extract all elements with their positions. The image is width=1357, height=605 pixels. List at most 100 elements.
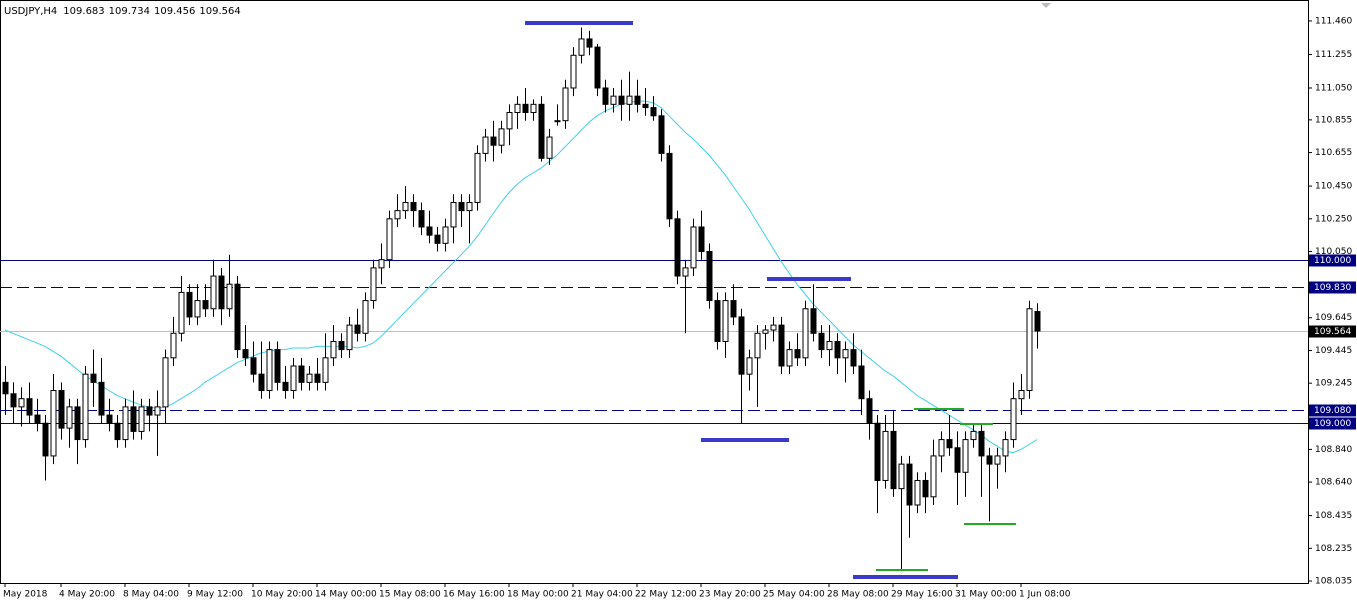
x-tick-label: 22 May 12:00 [635, 590, 697, 600]
candle-body [66, 406, 73, 429]
candle-body [978, 430, 985, 457]
candle-body [882, 430, 889, 481]
candle-body [98, 381, 105, 416]
candle-body [114, 422, 121, 441]
x-tick-label: 28 May 08:00 [827, 590, 889, 600]
candle-body [258, 373, 265, 392]
candle-body [82, 373, 89, 441]
candle-body [234, 283, 241, 351]
candle-body [850, 349, 857, 367]
candle-body [378, 259, 385, 269]
candle-body [522, 103, 529, 114]
candle-body [306, 373, 313, 383]
candle-body [802, 308, 809, 359]
symbol: USDJPY,H4 [4, 6, 57, 17]
candle-body [594, 46, 601, 89]
candle-body [178, 291, 185, 334]
candle-body [106, 414, 113, 424]
x-tick-label: 10 May 20:00 [251, 590, 313, 600]
candle-body [394, 210, 401, 220]
y-tick-label: 110.450 [1315, 182, 1352, 192]
candle-body [954, 447, 961, 473]
candle-body [290, 365, 297, 392]
x-tick-label: 18 May 00:00 [507, 590, 569, 600]
candle-body [786, 349, 793, 367]
candle-body [346, 324, 353, 351]
candle-body [650, 107, 657, 117]
candle-body [74, 406, 81, 441]
candle-body [442, 226, 449, 244]
candle-body [714, 300, 721, 342]
candle-body [706, 251, 713, 302]
candle-body [554, 120, 561, 123]
candle-body [162, 357, 169, 408]
candle-body [890, 430, 897, 490]
candle-body [970, 430, 977, 441]
y-tick-label: 108.035 [1315, 577, 1352, 587]
candle-body [90, 373, 97, 383]
candle-body [1018, 390, 1025, 400]
candle-body [1034, 311, 1041, 332]
x-tick-label: 16 May 16:00 [443, 590, 505, 600]
candle-body [186, 291, 193, 318]
x-tick-label: 4 May 20:00 [59, 590, 115, 600]
candle-body [18, 398, 25, 408]
candle-body [274, 349, 281, 383]
candle-body [122, 406, 129, 441]
candle-body [874, 422, 881, 481]
candle-body [354, 324, 361, 334]
candle-body [386, 218, 393, 261]
candle-body [458, 201, 465, 212]
candle-body [762, 329, 769, 334]
candle-body [586, 38, 593, 48]
price-tag-label: 109.830 [1314, 283, 1351, 293]
candle-body [10, 393, 17, 408]
y-tick-label: 109.245 [1315, 379, 1352, 389]
open: 109.683 [63, 6, 104, 17]
price-tag [1309, 325, 1356, 338]
candle-body [474, 152, 481, 203]
candle-body [914, 479, 921, 506]
x-tick-label: 21 May 04:00 [571, 590, 633, 600]
candle-body [658, 115, 665, 154]
candle-body [338, 340, 345, 351]
candle-body [826, 340, 833, 351]
price-tag [1309, 404, 1356, 417]
candle-body [578, 38, 585, 56]
y-tick-label: 111.460 [1315, 16, 1352, 26]
candle-body [138, 406, 145, 432]
drawn-levels [525, 21, 1016, 579]
candle-body [930, 455, 937, 498]
candle-body [906, 463, 913, 506]
candle-body [498, 128, 505, 146]
candle-body [370, 267, 377, 302]
price-tag-label: 110.000 [1314, 256, 1351, 266]
candle-body [298, 365, 305, 383]
candle-body [810, 308, 817, 334]
candle-body [34, 414, 41, 424]
candle-body [194, 300, 201, 318]
candle-body [426, 226, 433, 236]
shift-marker [1041, 3, 1051, 8]
candle-body [490, 136, 497, 146]
candle-body [434, 234, 441, 244]
y-tick-label: 108.435 [1315, 511, 1352, 521]
candle-body [746, 357, 753, 375]
candle-body [634, 95, 641, 105]
price-tag-label: 109.080 [1314, 406, 1351, 416]
candle-body [466, 201, 473, 212]
candle-body [1002, 439, 1009, 457]
x-tick-label: 9 May 12:00 [187, 590, 243, 600]
candle-body [946, 439, 953, 449]
x-tick-label: 23 May 20:00 [699, 590, 761, 600]
candle-body [834, 340, 841, 359]
candle-body [58, 390, 65, 429]
candle-body [530, 103, 537, 114]
candle-body [866, 398, 873, 424]
candle-body [682, 267, 689, 277]
candle-body [994, 455, 1001, 465]
y-tick-label: 110.050 [1315, 247, 1352, 257]
candle-body [50, 390, 57, 457]
price-tag-label: 109.564 [1314, 327, 1351, 337]
candle-body [922, 479, 929, 498]
